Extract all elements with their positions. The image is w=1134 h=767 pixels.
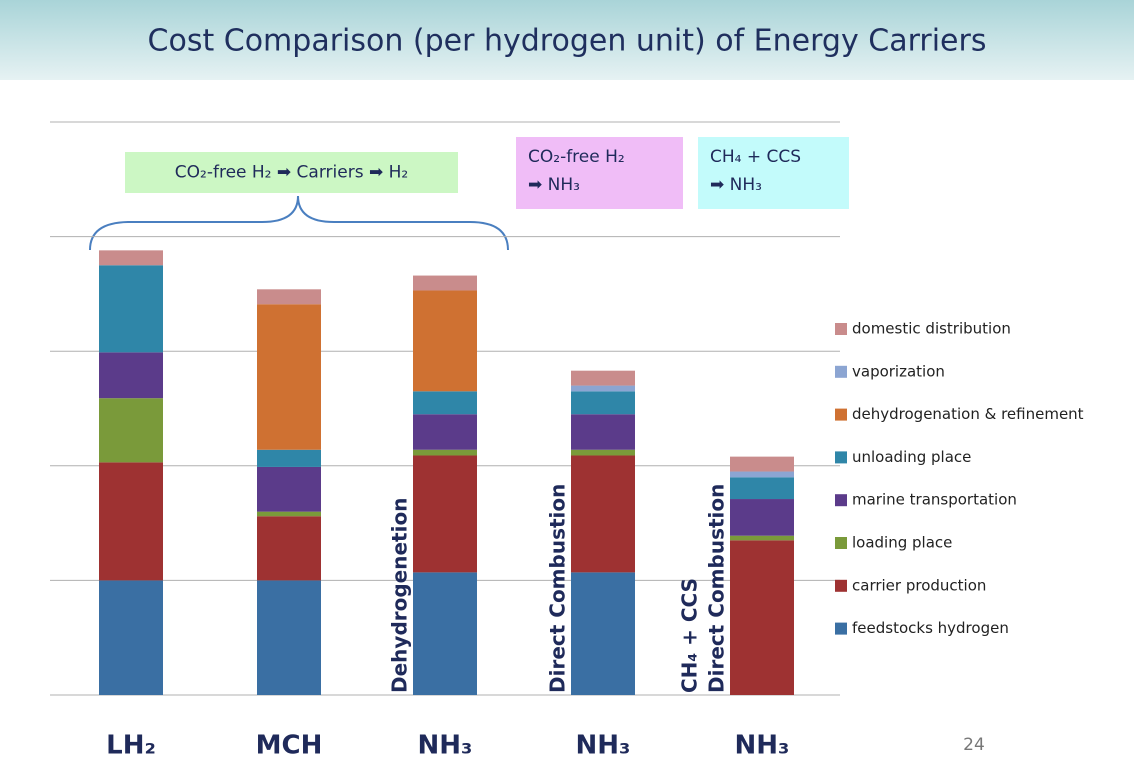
bar-segment — [413, 290, 477, 392]
bar-note: Direct Combustion — [546, 484, 570, 693]
legend-label: vaporization — [852, 362, 945, 380]
annotation-box — [125, 152, 458, 193]
bar-segment — [257, 304, 321, 450]
legend-swatch — [835, 451, 847, 464]
bar-segment — [99, 580, 163, 695]
annotation-text: CH₄ + CCS — [710, 147, 801, 167]
bar-segment — [571, 391, 635, 415]
bar-segment — [730, 456, 794, 472]
legend-swatch — [835, 622, 847, 635]
brace — [89, 195, 509, 251]
legend-label: unloading place — [852, 448, 971, 466]
bar-segment — [571, 455, 635, 573]
bar-segment — [413, 455, 477, 573]
bar-segment — [99, 250, 163, 266]
legend-swatch — [835, 323, 847, 335]
bar-segment — [99, 462, 163, 581]
bar-segment — [257, 516, 321, 581]
legend-swatch — [835, 365, 847, 378]
legend-label: dehydrogenation & refinement — [852, 405, 1084, 423]
legend-label: carrier production — [852, 576, 986, 594]
bar-segment — [413, 414, 477, 450]
bar-segment — [257, 580, 321, 695]
bar-segment — [413, 449, 477, 456]
legend-swatch — [835, 537, 847, 549]
legend-swatch — [835, 579, 847, 592]
annotation-text: CO₂-free H₂ ➡ Carriers ➡ H₂ — [175, 163, 408, 183]
page-number: 24 — [963, 735, 985, 755]
bar-segment — [571, 385, 635, 392]
bar-segment — [571, 370, 635, 386]
bar-segment — [730, 535, 794, 541]
x-tick-label: LH₂ — [106, 731, 156, 761]
bar-segment — [571, 414, 635, 450]
legend-swatch — [835, 494, 847, 507]
annotation-box — [698, 137, 849, 209]
x-tick-label: MCH — [256, 731, 323, 761]
plot: LH₂ MCH NH₃ NH₃ NH₃ Dehydrogenetion Direct Com… — [50, 121, 1084, 761]
legend-label: feedstocks hydrogen — [852, 619, 1009, 637]
bar-note: Direct Combustion — [705, 484, 729, 693]
x-tick-label: NH₃ — [576, 731, 631, 761]
annotation-text: CO₂-free H₂ — [528, 147, 625, 167]
bar-segment — [257, 449, 321, 467]
x-tick-label: NH₃ — [735, 731, 790, 761]
bar-segment — [730, 471, 794, 478]
legend-label: domestic distribution — [852, 320, 1011, 338]
bar-segment — [571, 449, 635, 456]
chart-title: Cost Comparison (per hydrogen unit) of E… — [148, 24, 987, 59]
bar-segment — [99, 352, 163, 399]
legend-label: marine transportation — [852, 491, 1017, 509]
title-band — [0, 0, 1134, 80]
bar-segment — [99, 398, 163, 463]
bar-segment — [730, 540, 794, 695]
bar-note: CH₄ + CCS — [678, 578, 702, 693]
bar-segment — [413, 572, 477, 695]
bar-segment — [257, 289, 321, 305]
legend-swatch — [835, 408, 847, 421]
annotation-text: ➡ NH₃ — [528, 175, 580, 195]
bar-segment — [257, 511, 321, 517]
bar-segment — [257, 466, 321, 512]
bar-segment — [730, 477, 794, 500]
bar-segment — [413, 275, 477, 291]
bar-segment — [571, 572, 635, 695]
bar-segment — [730, 499, 794, 536]
annotation-box — [516, 137, 683, 209]
bar-segment — [413, 391, 477, 415]
bar-note: Dehydrogenetion — [388, 498, 412, 693]
legend-label: loading place — [852, 534, 952, 552]
bar-segment — [99, 265, 163, 353]
annotation-text: ➡ NH₃ — [710, 175, 762, 195]
x-tick-label: NH₃ — [418, 731, 473, 761]
